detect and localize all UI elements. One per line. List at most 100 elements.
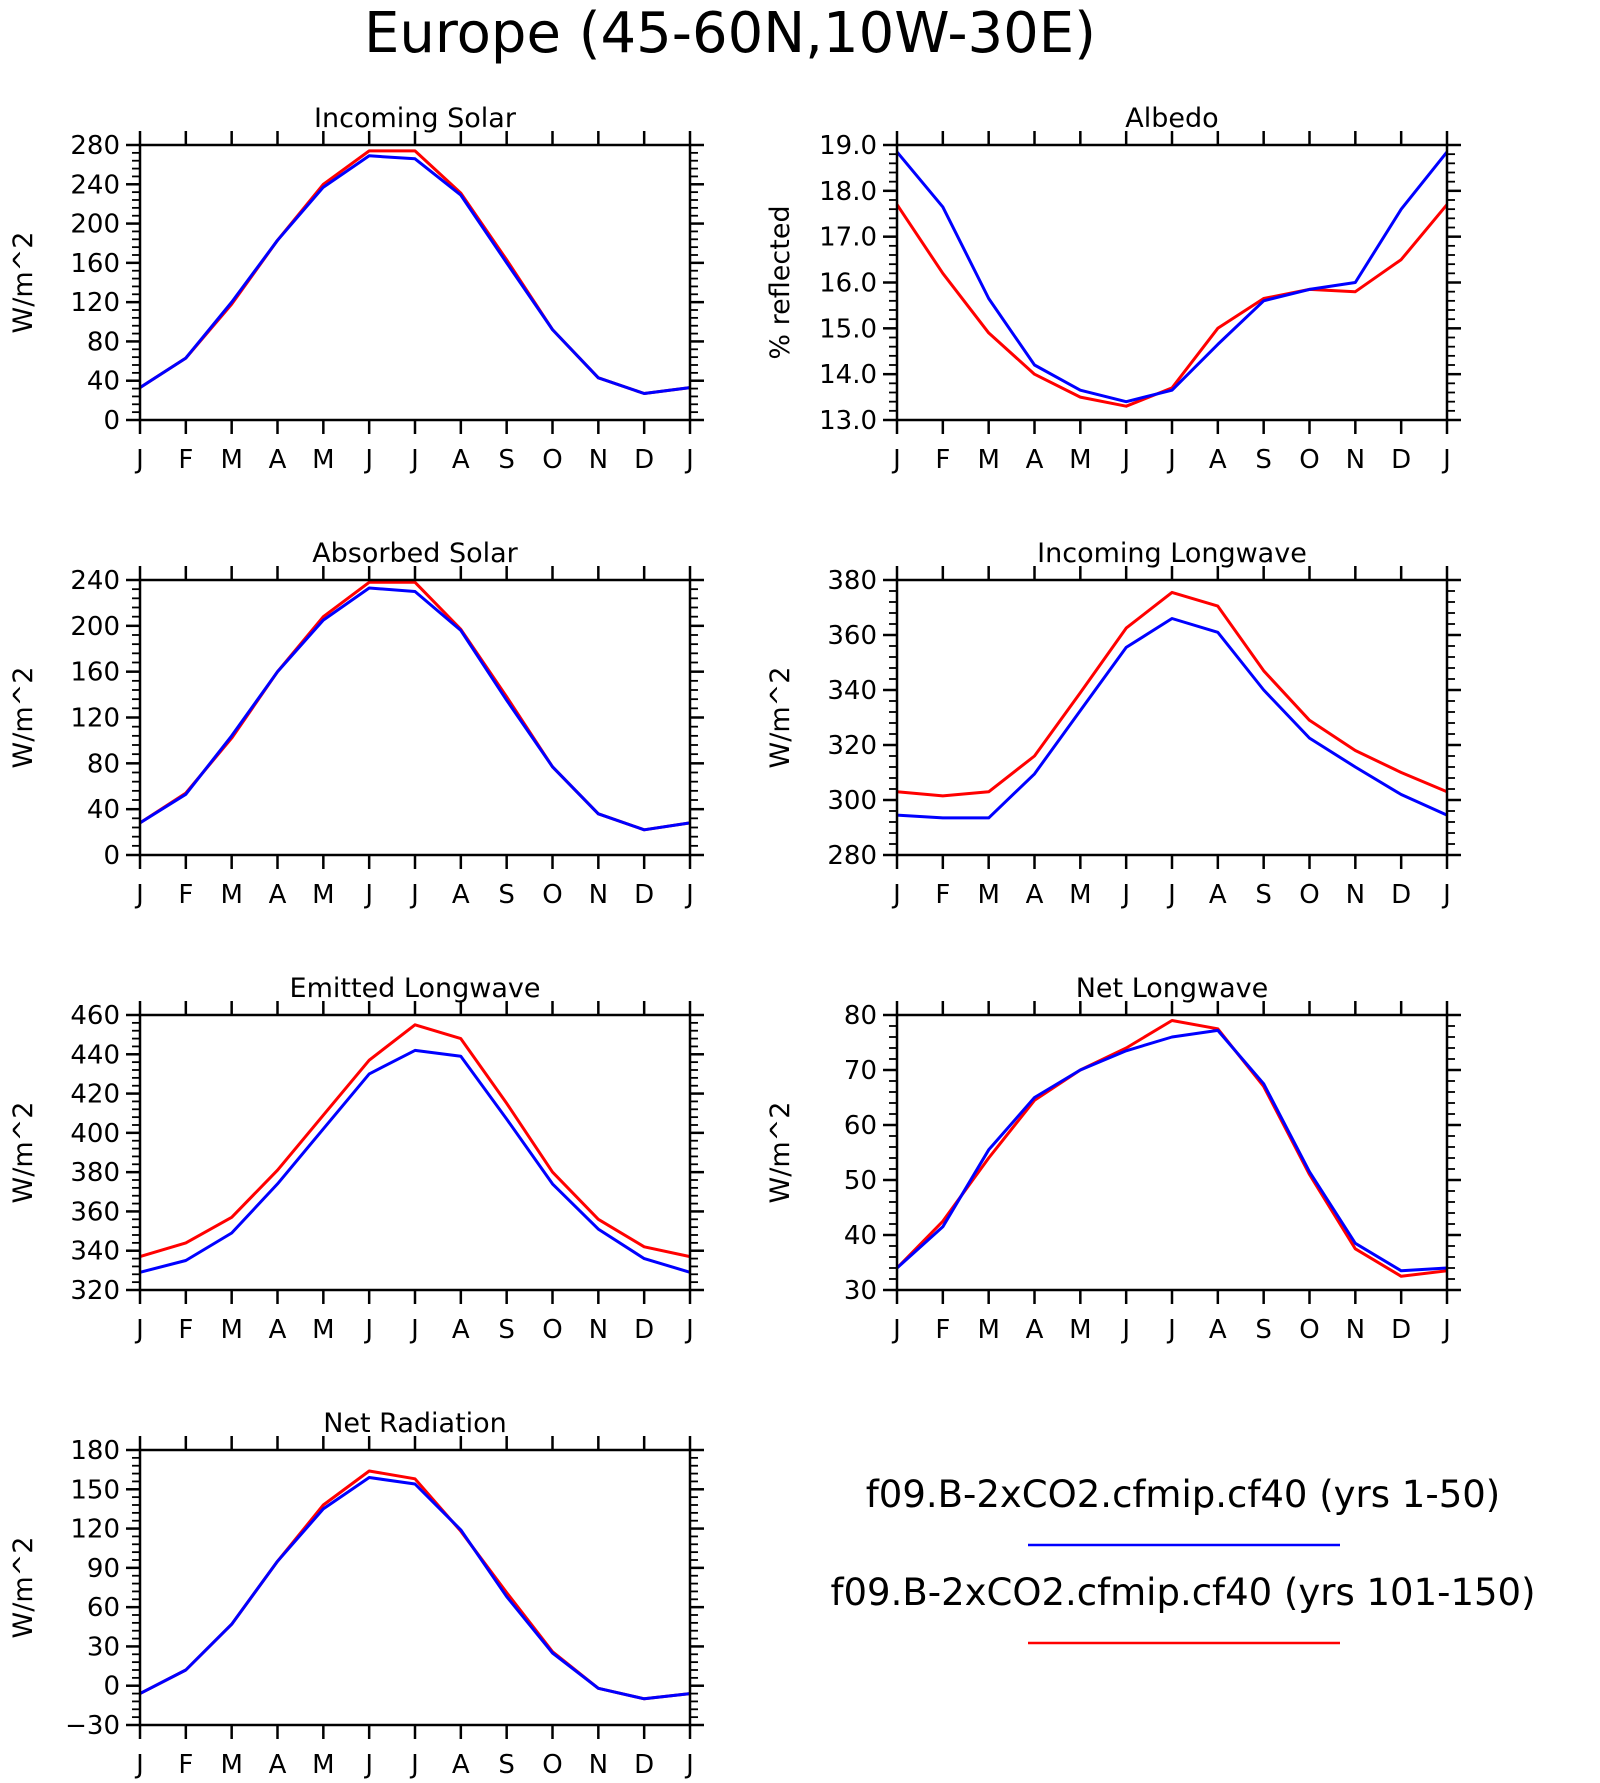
x-tick-label: A bbox=[452, 445, 470, 475]
y-tick-label: 400 bbox=[70, 1119, 120, 1149]
x-tick-label: O bbox=[1299, 445, 1319, 475]
x-tick-label: A bbox=[1026, 1315, 1044, 1345]
y-tick-label: 320 bbox=[827, 731, 877, 761]
series-line-blue bbox=[139, 154, 691, 395]
panel-title: Emitted Longwave bbox=[290, 973, 541, 1004]
x-tick-label: F bbox=[935, 445, 950, 475]
series-line-red bbox=[139, 1023, 691, 1259]
panel-title: Incoming Solar bbox=[314, 103, 517, 134]
x-tick-label: J bbox=[1441, 1315, 1451, 1345]
x-tick-label: J bbox=[363, 445, 373, 475]
y-tick-label: 30 bbox=[844, 1276, 877, 1306]
series-line-blue bbox=[896, 617, 1448, 820]
x-tick-label: F bbox=[178, 445, 193, 475]
panel-emitted-longwave: Emitted Longwave W/m^2 320 340 360 380 400 420 4… bbox=[8, 973, 704, 1345]
panel-incoming-longwave: Incoming Longwave W/m^2 280 300 320 340 360 380… bbox=[765, 538, 1461, 910]
y-tick-label: 0 bbox=[103, 841, 120, 871]
y-tick-label: 320 bbox=[70, 1276, 120, 1306]
y-tick-label: 0 bbox=[103, 1672, 120, 1702]
y-tick-label: 120 bbox=[70, 288, 120, 318]
x-tick-label: F bbox=[935, 880, 950, 910]
x-tick-label: F bbox=[178, 880, 193, 910]
x-tick-label: A bbox=[1209, 880, 1227, 910]
x-tick-label: D bbox=[634, 445, 654, 475]
x-tick-label: M bbox=[220, 445, 242, 475]
x-tick-label: M bbox=[1069, 1315, 1091, 1345]
y-tick-label: 340 bbox=[827, 676, 877, 706]
y-tick-label: 80 bbox=[87, 749, 120, 779]
series-line-red bbox=[139, 149, 691, 395]
x-tick-label: A bbox=[452, 1315, 470, 1345]
figure-title: Europe (45-60N,10W-30E) bbox=[364, 1, 1096, 66]
x-tick-label: A bbox=[269, 445, 287, 475]
x-tick-label: A bbox=[1026, 880, 1044, 910]
x-tick-label: J bbox=[684, 445, 694, 475]
series-line-red bbox=[895, 203, 1449, 408]
x-tick-label: J bbox=[363, 1315, 373, 1345]
x-tick-label: J bbox=[134, 1750, 144, 1780]
x-tick-label: A bbox=[269, 880, 287, 910]
panels: Incoming Solar W/m^2 0 40 80 120 160 200 240 280 J… bbox=[8, 103, 1461, 1780]
x-tick-label: N bbox=[1346, 880, 1365, 910]
y-tick-label: 60 bbox=[844, 1111, 877, 1141]
y-axis-label: W/m^2 bbox=[8, 232, 39, 334]
x-tick-label: J bbox=[1120, 445, 1130, 475]
plot-frame bbox=[138, 1448, 692, 1727]
panel-title: Net Longwave bbox=[1076, 973, 1269, 1004]
x-tick-label: D bbox=[634, 880, 654, 910]
x-tick-label: M bbox=[312, 1315, 334, 1345]
y-axis-label: W/m^2 bbox=[8, 667, 39, 769]
y-tick-label: 80 bbox=[844, 1001, 877, 1031]
x-tick-label: M bbox=[312, 445, 334, 475]
y-tick-label: 240 bbox=[70, 170, 120, 200]
x-tick-label: F bbox=[935, 1315, 950, 1345]
x-tick-label: O bbox=[1299, 880, 1319, 910]
x-tick-label: S bbox=[1255, 1315, 1272, 1345]
x-tick-label: O bbox=[1299, 1315, 1319, 1345]
y-tick-label: 200 bbox=[70, 210, 120, 240]
plot-frame bbox=[138, 1013, 692, 1292]
x-tick-label: J bbox=[684, 1315, 694, 1345]
series-line-red bbox=[139, 580, 691, 832]
x-tick-label: J bbox=[684, 880, 694, 910]
x-tick-label: A bbox=[452, 880, 470, 910]
x-tick-label: J bbox=[409, 1315, 419, 1345]
x-tick-label: J bbox=[1441, 880, 1451, 910]
y-tick-label: 30 bbox=[87, 1632, 120, 1662]
x-tick-label: M bbox=[977, 445, 999, 475]
legend-label: f09.B-2xCO2.cfmip.cf40 (yrs 1-50) bbox=[866, 1473, 1500, 1516]
x-tick-label: J bbox=[363, 1750, 373, 1780]
x-tick-label: J bbox=[1166, 880, 1176, 910]
x-tick-label: J bbox=[134, 445, 144, 475]
y-tick-label: 160 bbox=[70, 658, 120, 688]
x-tick-label: J bbox=[409, 880, 419, 910]
x-tick-label: J bbox=[891, 880, 901, 910]
panel-title: Net Radiation bbox=[323, 1408, 507, 1439]
x-tick-label: J bbox=[1166, 445, 1176, 475]
x-tick-label: O bbox=[542, 1750, 562, 1780]
y-axis-label: % reflected bbox=[765, 205, 796, 359]
y-tick-label: 17.0 bbox=[819, 223, 877, 253]
x-tick-label: N bbox=[589, 1750, 608, 1780]
panel-incoming-solar: Incoming Solar W/m^2 0 40 80 120 160 200 240 280 J… bbox=[8, 103, 704, 475]
series-line-red bbox=[139, 1469, 691, 1701]
y-tick-label: 70 bbox=[844, 1056, 877, 1086]
y-tick-label: 460 bbox=[70, 1001, 120, 1031]
x-tick-label: J bbox=[891, 445, 901, 475]
y-tick-label: 18.0 bbox=[819, 177, 877, 207]
x-tick-label: M bbox=[220, 1315, 242, 1345]
x-tick-label: A bbox=[452, 1750, 470, 1780]
x-tick-label: J bbox=[1120, 1315, 1130, 1345]
y-tick-label: 40 bbox=[87, 367, 120, 397]
y-tick-label: 340 bbox=[70, 1237, 120, 1267]
series-line-red bbox=[895, 1019, 1448, 1278]
x-tick-label: A bbox=[269, 1750, 287, 1780]
y-tick-label: 40 bbox=[87, 795, 120, 825]
x-tick-label: F bbox=[178, 1750, 193, 1780]
y-tick-label: 15.0 bbox=[819, 314, 877, 344]
y-tick-label: 40 bbox=[844, 1221, 877, 1251]
